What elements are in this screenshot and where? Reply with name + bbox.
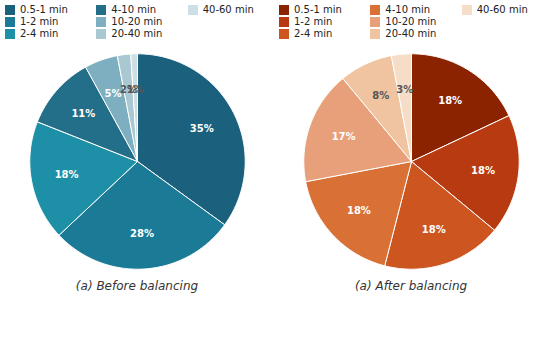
svg-text:18%: 18% bbox=[422, 224, 446, 235]
svg-text:18%: 18% bbox=[347, 205, 371, 216]
svg-text:18%: 18% bbox=[438, 95, 462, 106]
svg-text:11%: 11% bbox=[71, 108, 95, 119]
svg-text:1%: 1% bbox=[127, 84, 144, 95]
svg-text:35%: 35% bbox=[190, 123, 214, 134]
svg-text:28%: 28% bbox=[130, 228, 154, 239]
svg-text:18%: 18% bbox=[55, 169, 79, 180]
svg-text:8%: 8% bbox=[372, 90, 389, 101]
svg-text:17%: 17% bbox=[332, 131, 356, 142]
svg-text:18%: 18% bbox=[471, 165, 495, 176]
svg-text:3%: 3% bbox=[396, 84, 413, 95]
